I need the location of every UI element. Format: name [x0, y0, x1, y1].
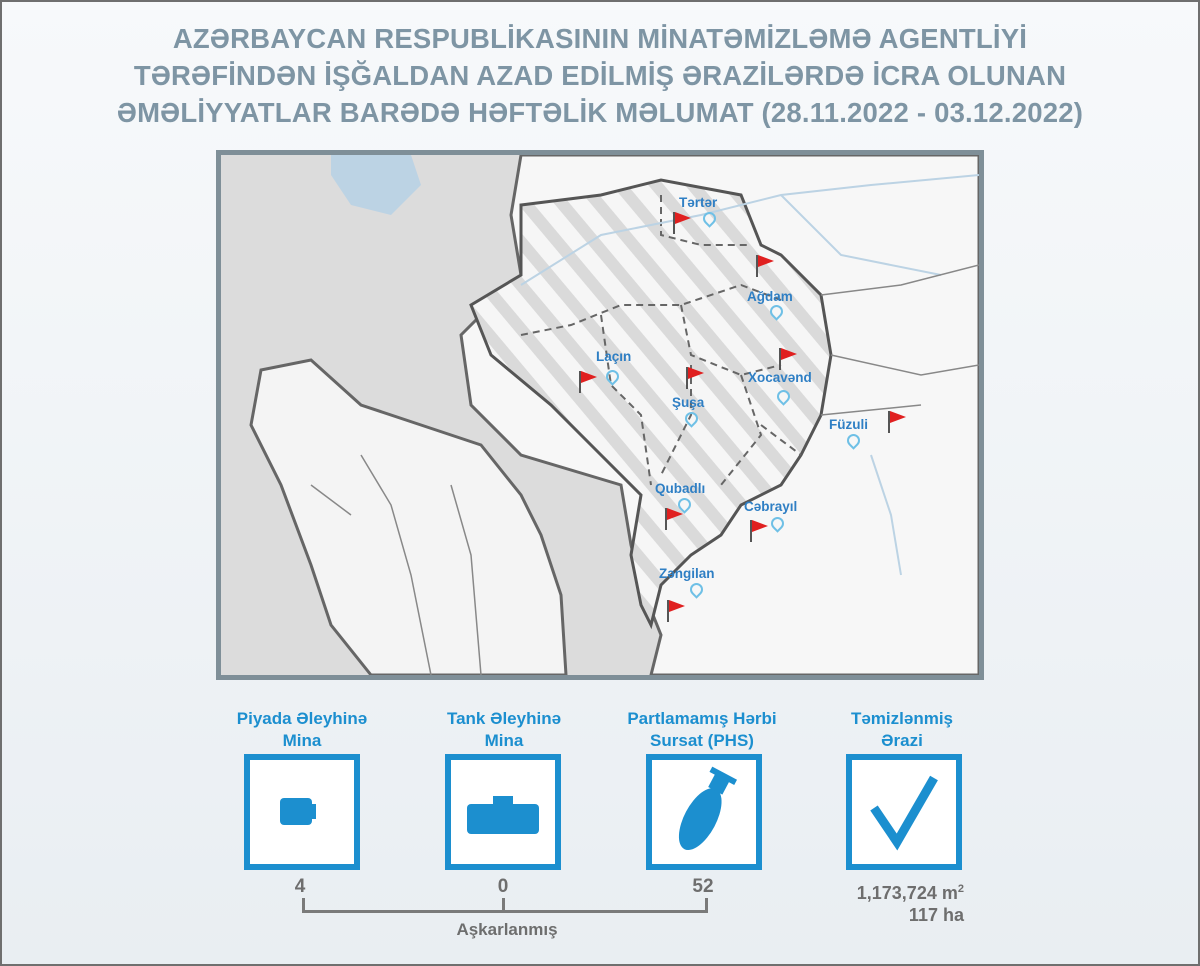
city-label-shusha: Şuşa — [672, 395, 705, 410]
title-line-1: AZƏRBAYCAN RESPUBLİKASININ MİNATƏMİZLƏMƏ… — [172, 23, 1028, 54]
category-label: Təmizlənmiş — [850, 709, 954, 728]
category-uxo: Partlamamış Hərbi Sursat (PHS) — [612, 708, 792, 752]
nakhchivan-region — [249, 358, 568, 675]
flag-icon — [665, 508, 683, 530]
title-line-2: TƏRƏFİNDƏN İŞĞALDAN AZAD EDİLMİŞ ƏRAZİLƏ… — [133, 60, 1067, 91]
city-label-zangilan: Zəngilan — [659, 566, 715, 581]
ha-unit: ha — [942, 905, 964, 925]
map: Tərtər Ağdam Laçın Şuşa Xocavənd Füzuli … — [216, 150, 984, 680]
checkmark-icon — [846, 754, 962, 870]
title-line-3: ƏMƏLİYYATLAR BARƏDƏ HƏFTƏLİK MƏLUMAT (28… — [116, 97, 1084, 128]
flag-icon — [686, 367, 704, 389]
detected-bracket — [302, 898, 708, 913]
category-label: Mina — [282, 731, 322, 750]
flag-icon — [673, 212, 691, 234]
map-graphic — [249, 155, 979, 675]
flag-icon — [750, 520, 768, 542]
city-label-terter: Tərtər — [679, 195, 718, 210]
flag-icon — [888, 411, 906, 433]
m2-unit: m — [941, 883, 958, 903]
anti-personnel-mine-icon — [244, 754, 360, 870]
flag-icon — [779, 348, 797, 370]
m2-exponent: 2 — [957, 883, 964, 895]
flag-icon — [579, 371, 597, 393]
city-label-fuzuli: Füzuli — [829, 417, 868, 432]
city-label-lachin: Laçın — [596, 349, 632, 364]
category-anti-personnel-mine: Piyada Əleyhinə Mina — [212, 708, 392, 752]
city-label-agdam: Ağdam — [747, 289, 793, 304]
detected-label: Aşkarlanmış — [456, 920, 558, 939]
anti-tank-mine-count: 0 — [497, 876, 509, 897]
category-cleared-area: Təmizlənmiş Ərazi — [812, 708, 992, 752]
page-title: AZƏRBAYCAN RESPUBLİKASININ MİNATƏMİZLƏMƏ… — [2, 20, 1198, 131]
category-anti-tank-mine: Tank Əleyhinə Mina — [414, 708, 594, 752]
cleared-area-ha: 117 — [908, 905, 938, 925]
uxo-count: 52 — [692, 876, 714, 897]
category-label: Ərazi — [881, 731, 923, 750]
anti-personnel-mine-count: 4 — [294, 876, 306, 897]
bomb-icon — [646, 754, 762, 870]
cleared-area-value: 1,173,724 m2 117 ha — [857, 878, 964, 926]
category-label: Partlamamış Hərbi — [627, 709, 777, 728]
category-label: Mina — [484, 731, 524, 750]
detected-bracket-tick — [502, 898, 505, 910]
city-label-khojavend: Xocavənd — [748, 370, 812, 385]
category-label: Sursat (PHS) — [650, 731, 754, 750]
lake — [331, 155, 421, 215]
anti-tank-mine-icon — [445, 754, 561, 870]
city-label-jabrayil: Cəbrayıl — [744, 499, 798, 514]
cleared-area-m2: 1,173,724 — [856, 883, 937, 903]
category-label: Tank Əleyhinə — [446, 709, 562, 728]
flag-icon — [667, 600, 685, 622]
liberated-territories — [469, 178, 833, 630]
city-label-qubadli: Qubadlı — [655, 481, 706, 496]
category-label: Piyada Əleyhinə — [236, 709, 368, 728]
flag-icon — [756, 255, 774, 277]
